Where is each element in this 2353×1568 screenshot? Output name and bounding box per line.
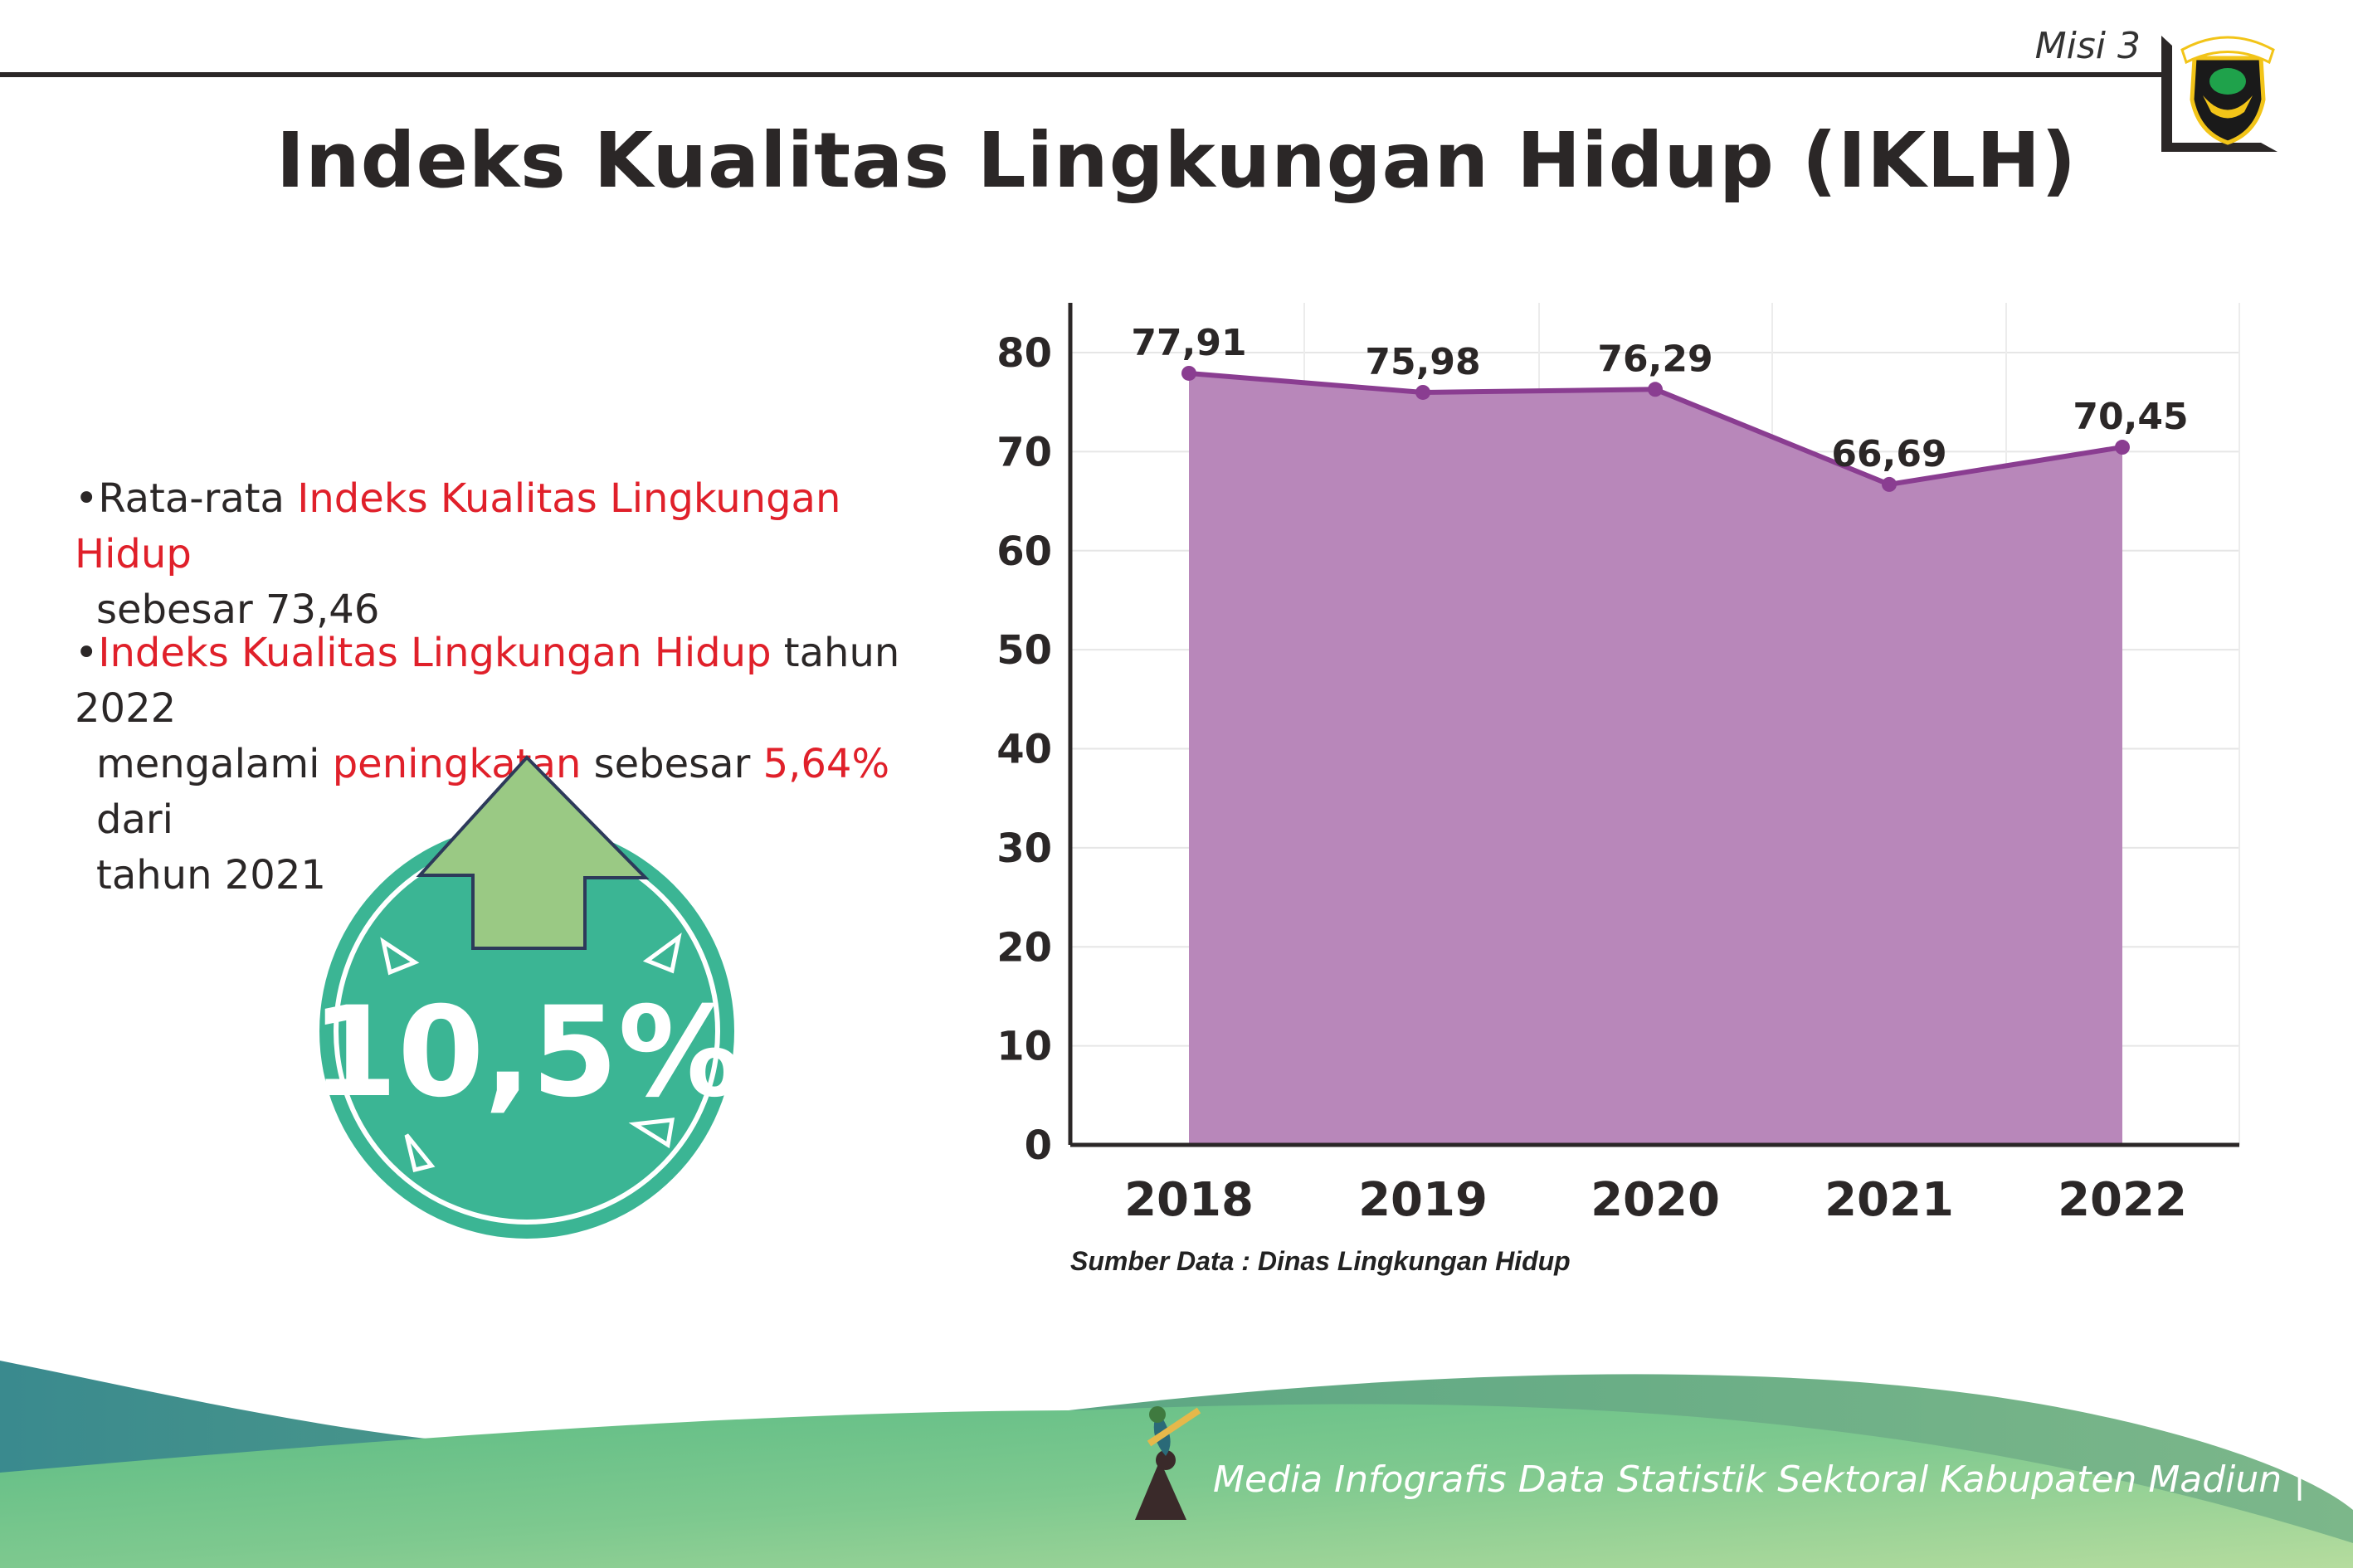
data-point <box>1648 382 1663 397</box>
bullet-increase: •Indeks Kualitas Lingkungan Hidup tahun … <box>75 626 946 903</box>
growth-badge: 10,5% <box>311 755 743 1239</box>
bullet-highlight: 5,64% <box>762 741 890 787</box>
page-title: Indeks Kualitas Lingkungan Hidup (IKLH) <box>275 116 2078 205</box>
sparkle-icons <box>380 933 682 1173</box>
data-label: 70,45 <box>2073 396 2188 438</box>
x-tick-label: 2020 <box>1591 1173 1720 1227</box>
bullet-highlight: Indeks Kualitas Lingkungan Hidup <box>98 630 772 676</box>
y-tick-label: 80 <box>996 330 1052 377</box>
footer-text: Media Infografis Data Statistik Sektoral… <box>1213 1458 2306 1501</box>
x-tick-label: 2019 <box>1358 1173 1488 1227</box>
bullet-text: mengalami <box>96 741 333 787</box>
y-tick-label: 0 <box>1025 1122 1052 1169</box>
y-tick-label: 50 <box>996 627 1052 674</box>
bullet-text: sebesar 73,46 <box>96 587 380 633</box>
up-arrow-icon <box>416 755 650 950</box>
mission-label: Misi 3 <box>2034 25 2141 67</box>
badge-circle <box>319 824 734 1239</box>
y-tick-label: 30 <box>996 825 1052 872</box>
regency-logo-icon <box>2180 36 2275 145</box>
x-tick-label: 2022 <box>2058 1173 2187 1227</box>
x-tick-label: 2018 <box>1124 1173 1254 1227</box>
data-label: 75,98 <box>1365 341 1480 383</box>
bullet-text: dari <box>96 796 173 843</box>
y-tick-label: 20 <box>996 924 1052 971</box>
bullet-text: •Rata-rata <box>75 475 298 522</box>
bullet-highlight: Indeks Kualitas Lingkungan Hidup <box>75 475 841 577</box>
data-point <box>1181 365 1196 381</box>
x-tick-label: 2021 <box>1824 1173 1954 1227</box>
iklh-area-chart: 0 10 20 30 40 50 60 70 80 77,91 2018 75,98 2019 76,29… <box>996 303 2240 1227</box>
area-fill <box>1189 373 2122 1146</box>
badge-value: 10,5% <box>311 981 743 1125</box>
bullet-text: tahun 2021 <box>96 852 326 898</box>
bullet-text: tahun 2022 <box>75 630 900 732</box>
y-tick-label: 10 <box>996 1024 1052 1070</box>
data-source: Sumber Data : Dinas Lingkungan Hidup <box>1070 1246 1571 1276</box>
y-tick-label: 60 <box>996 528 1052 575</box>
data-label: 77,91 <box>1131 322 1246 364</box>
y-tick-label: 40 <box>996 727 1052 773</box>
data-point <box>2115 440 2130 455</box>
data-label: 66,69 <box>1831 433 1946 475</box>
data-point <box>1415 384 1430 400</box>
bullet-text: sebesar <box>581 741 763 787</box>
bullet-average: •Rata-rata Indeks Kualitas Lingkungan Hi… <box>75 471 946 638</box>
footer-logo-icon <box>1135 1406 1201 1520</box>
bullet-text: • <box>75 630 99 676</box>
data-point <box>1882 476 1897 492</box>
y-tick-label: 70 <box>996 429 1052 475</box>
footer-wave-front <box>0 1404 2353 1568</box>
data-label: 76,29 <box>1597 338 1712 380</box>
